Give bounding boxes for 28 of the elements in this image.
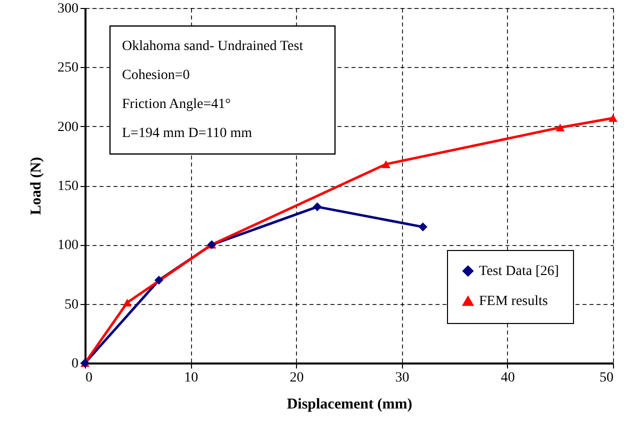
y-tick-label: 150 <box>58 179 78 194</box>
x-tick-label: 30 <box>395 370 410 386</box>
x-tick-label: 0 <box>86 370 92 386</box>
annotation: Oklahoma sand- Undrained Test <box>122 39 304 54</box>
x-tick-label: 20 <box>290 370 304 386</box>
x-axis-title: Displacement (mm) <box>286 396 412 412</box>
legend-label: Test Data [26] <box>479 264 559 279</box>
y-tick-label: 100 <box>58 238 78 254</box>
point <box>381 160 390 168</box>
legend-label: FEM results <box>479 294 548 309</box>
y-tick-label: 300 <box>58 2 78 16</box>
y-axis-title: Load (N) <box>28 157 44 215</box>
y-tick-label: 200 <box>58 120 78 135</box>
y-tick-label: 250 <box>58 60 78 76</box>
point <box>418 222 428 232</box>
x-tick-label: 10 <box>184 370 198 386</box>
point <box>154 276 164 285</box>
y-tick-label: 50 <box>64 297 78 312</box>
annotation: L=194 mm D=110 mm <box>122 126 252 141</box>
x-tick-label: 40 <box>500 370 515 386</box>
point <box>556 124 565 132</box>
annotation: Friction Angle=41° <box>122 97 231 112</box>
point <box>312 202 322 212</box>
point <box>608 114 618 122</box>
y-tick-label: 0 <box>72 356 78 372</box>
point <box>122 298 132 307</box>
annotation: Cohesion=0 <box>122 68 190 83</box>
x-tick-label: 50 <box>600 370 614 386</box>
